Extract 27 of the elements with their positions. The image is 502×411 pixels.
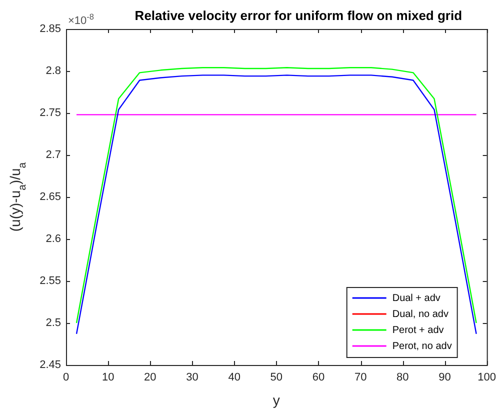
legend-label: Dual + adv [392,292,440,304]
legend-label: Perot + adv [392,324,444,336]
x-tick-label: 100 [478,372,496,384]
y-axis-title: (u(y)-ua)/ua [7,162,29,232]
y-tick-label: 2.85 [40,23,61,36]
y-tick-label: 2.6 [46,233,61,246]
x-tick-label: 40 [228,372,240,384]
y-tick-label: 2.8 [46,65,61,78]
y-tick-label: 2.55 [40,275,61,288]
x-tick-label: 60 [312,372,325,384]
y-tick-label: 2.45 [40,359,61,372]
x-tick-label: 80 [396,372,409,384]
legend-label: Dual, no adv [392,308,448,320]
y-tick-label: 2.5 [46,317,61,330]
chart-title: Relative velocity error for uniform flow on mixed grid [134,8,462,23]
x-tick-label: 70 [354,372,367,384]
x-tick-label: 20 [144,372,156,384]
legend-label: Perot, no adv [392,340,452,352]
y-tick-label: 2.7 [46,149,61,162]
y-tick-label: 2.75 [40,107,61,120]
x-tick-label: 50 [270,372,283,384]
x-tick-label: 30 [186,372,198,384]
y-tick-label: 2.65 [40,191,61,204]
x-axis-title: y [272,392,280,408]
x-tick-label: 10 [102,372,114,384]
x-tick-label: 0 [62,372,70,384]
x-tick-label: 90 [438,372,451,384]
